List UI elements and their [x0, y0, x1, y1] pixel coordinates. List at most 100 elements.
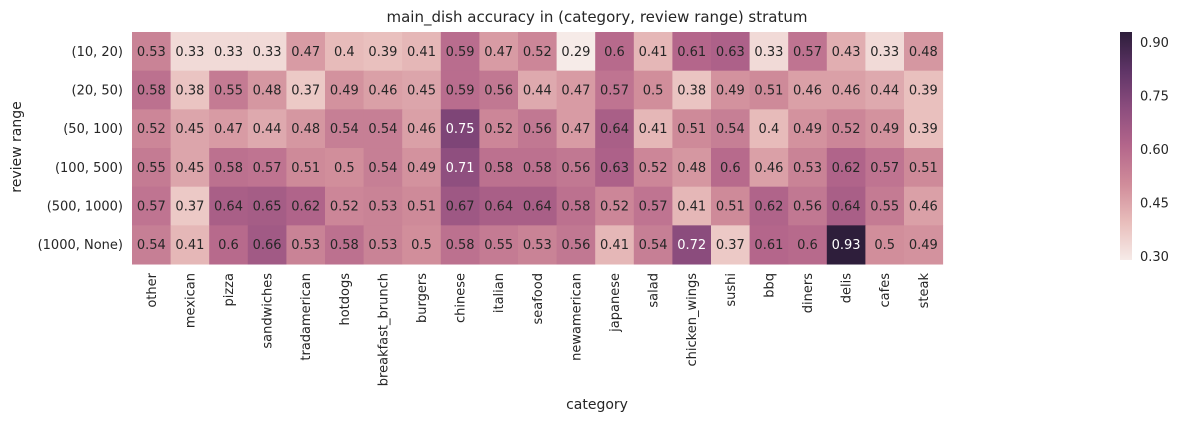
colorbar-tick-label: 0.75 — [1140, 90, 1169, 105]
colorbar-tick-label: 0.45 — [1140, 197, 1169, 212]
cell-value-label: 0.67 — [446, 200, 475, 215]
cell-value-label: 0.52 — [484, 122, 513, 137]
heatmap-cell — [325, 186, 365, 226]
cell-value-label: 0.45 — [175, 161, 204, 176]
cell-value-label: 0.5 — [874, 238, 895, 253]
heatmap-cell — [132, 148, 172, 188]
cell-value-label: 0.45 — [407, 84, 436, 99]
cell-value-label: 0.58 — [561, 200, 590, 215]
heatmap-cell — [479, 148, 519, 188]
cell-value-label: 0.55 — [214, 84, 243, 99]
heatmap-cell — [247, 109, 287, 149]
cell-value-label: 0.55 — [484, 238, 513, 253]
cell-value-label: 0.44 — [870, 84, 899, 99]
heatmap-cell — [595, 225, 635, 265]
x-tick-label: hotdogs — [338, 273, 353, 326]
cell-value-label: 0.58 — [137, 84, 166, 99]
cell-value-label: 0.53 — [368, 238, 397, 253]
heatmap-cell — [286, 225, 326, 265]
cell-value-label: 0.63 — [716, 45, 745, 60]
heatmap-cell — [440, 32, 480, 72]
heatmap-cell — [595, 70, 635, 110]
heatmap-cell — [904, 148, 944, 188]
cell-value-label: 0.57 — [253, 161, 282, 176]
cell-value-label: 0.53 — [137, 45, 166, 60]
heatmap-cell — [788, 225, 828, 265]
y-tick-label: (1000, None) — [38, 238, 123, 253]
cell-value-label: 0.6 — [218, 238, 239, 253]
heatmap-cell — [865, 148, 905, 188]
cell-value-label: 0.39 — [909, 122, 938, 137]
heatmap-cell — [518, 148, 558, 188]
heatmap-cell — [479, 186, 519, 226]
y-tick-label: (50, 100) — [63, 122, 123, 137]
x-tick-label: bbq — [762, 273, 777, 298]
cell-value-label: 0.33 — [870, 45, 899, 60]
cell-value-label: 0.71 — [446, 161, 475, 176]
heatmap-cell — [518, 225, 558, 265]
heatmap-cell — [286, 186, 326, 226]
cell-value-label: 0.49 — [793, 122, 822, 137]
heatmap-cell — [247, 148, 287, 188]
heatmap-cells: 0.53 0.33 0.33 0.33 0.47 0.4 0.39 0.41 0.59 0.47 0… — [132, 32, 944, 265]
cell-value-label: 0.33 — [175, 45, 204, 60]
y-axis-label: review range — [9, 101, 25, 192]
heatmap-cell — [865, 186, 905, 226]
heatmap-cell — [363, 148, 403, 188]
cell-value-label: 0.48 — [291, 122, 320, 137]
cell-value-label: 0.51 — [909, 161, 938, 176]
cell-value-label: 0.33 — [253, 45, 282, 60]
heatmap-cell — [904, 70, 944, 110]
cell-value-label: 0.47 — [291, 45, 320, 60]
cell-value-label: 0.52 — [832, 122, 861, 137]
cell-value-label: 0.41 — [677, 200, 706, 215]
cell-value-label: 0.48 — [253, 84, 282, 99]
cell-value-label: 0.48 — [909, 45, 938, 60]
heatmap-cell — [286, 70, 326, 110]
heatmap-cell — [479, 109, 519, 149]
cell-value-label: 0.49 — [330, 84, 359, 99]
heatmap-cell — [479, 70, 519, 110]
heatmap-cell — [826, 186, 866, 226]
cell-value-label: 0.41 — [407, 45, 436, 60]
cell-value-label: 0.37 — [175, 200, 204, 215]
heatmap-cell — [749, 148, 789, 188]
cell-value-label: 0.48 — [677, 161, 706, 176]
heatmap-cell — [595, 186, 635, 226]
cell-value-label: 0.46 — [368, 84, 397, 99]
heatmap-cell — [325, 148, 365, 188]
cell-value-label: 0.64 — [214, 200, 243, 215]
cell-value-label: 0.56 — [484, 84, 513, 99]
heatmap-cell — [132, 109, 172, 149]
y-tick-label: (100, 500) — [55, 161, 123, 176]
x-tick-label: burgers — [415, 273, 430, 323]
heatmap-cell — [865, 225, 905, 265]
chart-title: main_dish accuracy in (category, review … — [387, 8, 808, 27]
heatmap-cell — [363, 109, 403, 149]
x-tick-labels: other mexican pizza sandwiches tradamerican h… — [145, 272, 932, 386]
cell-value-label: 0.75 — [446, 122, 475, 137]
x-tick-label: salad — [647, 273, 662, 308]
heatmap-cell — [170, 109, 210, 149]
cell-value-label: 0.53 — [368, 200, 397, 215]
heatmap-cell — [170, 32, 210, 72]
heatmap-cell — [209, 148, 249, 188]
cell-value-label: 0.52 — [523, 45, 552, 60]
heatmap-cell — [247, 70, 287, 110]
heatmap-cell — [170, 225, 210, 265]
cell-value-label: 0.65 — [253, 200, 282, 215]
cell-value-label: 0.61 — [677, 45, 706, 60]
heatmap-cell — [479, 225, 519, 265]
heatmap-cell — [749, 109, 789, 149]
heatmap-cell — [518, 186, 558, 226]
heatmap-cell — [788, 148, 828, 188]
heatmap-cell — [440, 186, 480, 226]
cell-value-label: 0.57 — [600, 84, 629, 99]
heatmap-cell — [904, 186, 944, 226]
heatmap-cell — [826, 225, 866, 265]
heatmap-cell — [711, 70, 751, 110]
heatmap-cell — [402, 70, 442, 110]
heatmap-cell — [633, 70, 673, 110]
cell-value-label: 0.58 — [446, 238, 475, 253]
